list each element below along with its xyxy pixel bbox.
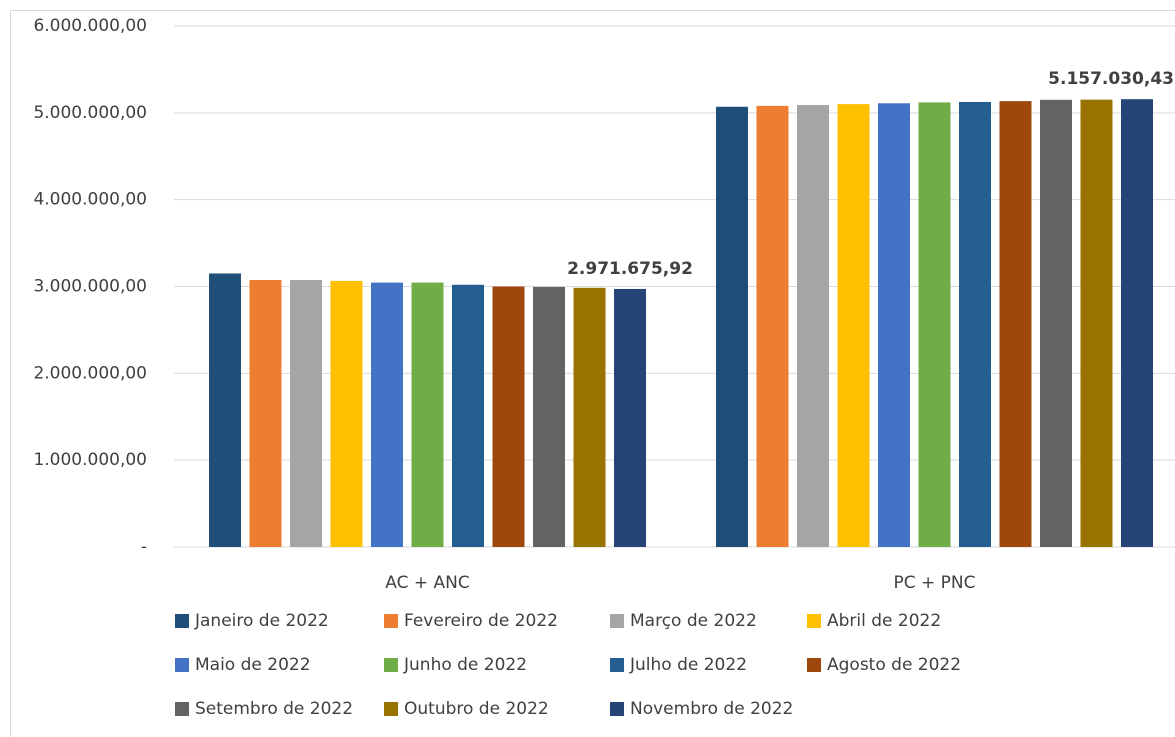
- legend-label: Março de 2022: [630, 611, 757, 631]
- legend-swatch: [175, 658, 189, 672]
- bar: [492, 286, 525, 547]
- x-tick-label: AC + ANC: [385, 573, 469, 593]
- x-tick-label: PC + PNC: [893, 573, 975, 593]
- bar: [411, 282, 444, 547]
- legend-label: Julho de 2022: [629, 655, 747, 675]
- legend-label: Fevereiro de 2022: [404, 611, 558, 631]
- y-tick-label: 3.000.000,00: [33, 277, 147, 297]
- legend-label: Outubro de 2022: [404, 699, 549, 719]
- legend-swatch: [175, 702, 189, 716]
- legend-label: Junho de 2022: [403, 655, 527, 675]
- bar: [878, 103, 910, 547]
- bar: [756, 105, 789, 548]
- legend-label: Setembro de 2022: [195, 699, 353, 719]
- legend-swatch: [610, 614, 624, 628]
- legend-swatch: [175, 614, 189, 628]
- bar: [716, 106, 748, 547]
- legend-label: Abril de 2022: [827, 611, 941, 631]
- bar: [1121, 99, 1153, 547]
- bar: [249, 279, 282, 547]
- legend-swatch: [384, 702, 398, 716]
- bar: [330, 280, 363, 547]
- bar: [209, 273, 241, 547]
- data-label: 2.971.675,92: [567, 259, 693, 279]
- y-tick-label: 6.000.000,00: [33, 16, 147, 36]
- legend-label: Agosto de 2022: [827, 655, 961, 675]
- legend-swatch: [610, 658, 624, 672]
- legend-label: Janeiro de 2022: [194, 611, 329, 631]
- bar: [371, 282, 403, 547]
- y-tick-label: -: [141, 537, 147, 557]
- bar: [1040, 99, 1072, 547]
- bar: [999, 101, 1032, 547]
- bar: [797, 105, 829, 547]
- y-tick-label: 5.000.000,00: [33, 103, 147, 123]
- data-label: 5.157.030,43: [1048, 69, 1174, 89]
- legend-swatch: [807, 614, 821, 628]
- bar: [1080, 99, 1113, 547]
- legend-label: Maio de 2022: [195, 655, 311, 675]
- legend-swatch: [807, 658, 821, 672]
- bar: [959, 101, 991, 548]
- legend-swatch: [384, 614, 398, 628]
- bar: [290, 279, 322, 547]
- y-tick-label: 1.000.000,00: [33, 450, 147, 470]
- legend-swatch: [610, 702, 624, 716]
- y-tick-label: 4.000.000,00: [33, 190, 147, 210]
- legend-swatch: [384, 658, 398, 672]
- bar: [918, 102, 951, 547]
- bar: [452, 284, 484, 547]
- y-tick-label: 2.000.000,00: [33, 363, 147, 383]
- legend-label: Novembro de 2022: [630, 699, 793, 719]
- bar: [837, 104, 870, 548]
- bar: [573, 287, 606, 547]
- bar: [614, 288, 646, 547]
- bar: [533, 286, 565, 547]
